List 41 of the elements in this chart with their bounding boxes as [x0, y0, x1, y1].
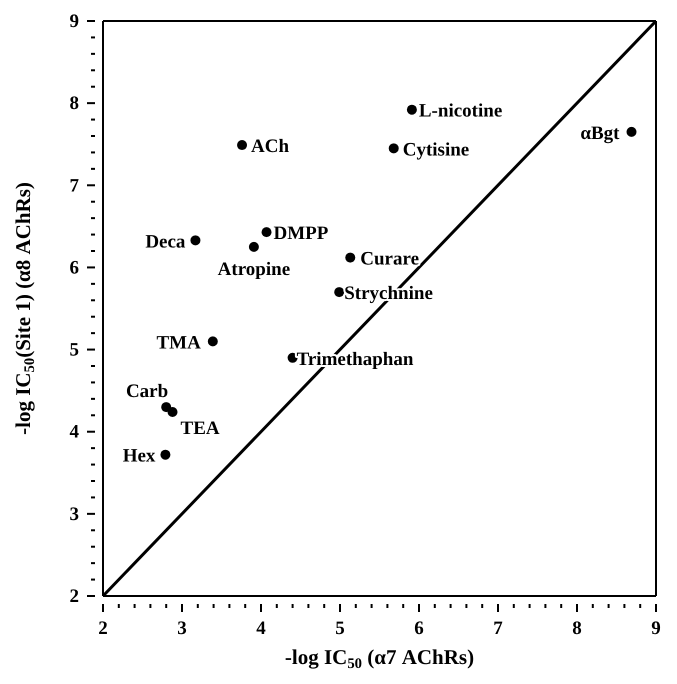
- x-tick-label: 8: [572, 618, 582, 639]
- point: [262, 227, 272, 238]
- annotation: TMA: [156, 332, 202, 354]
- x-axis-title: -log IC$_{50}$ (α7 AChRs): [284, 645, 474, 672]
- annotation: TEA: [180, 418, 220, 439]
- x-tick-label: 4: [256, 618, 266, 639]
- annotation: Atropine: [218, 258, 290, 280]
- y-tick-label: 7: [70, 175, 80, 196]
- point: [248, 242, 259, 252]
- y-tick-label: 9: [70, 11, 79, 32]
- annotation: αBgt: [580, 122, 620, 144]
- point: [168, 407, 178, 417]
- point: [406, 104, 417, 115]
- x-tick-label: 7: [493, 618, 504, 639]
- point: [190, 235, 200, 246]
- y-tick-label: 3: [70, 504, 79, 525]
- point: [388, 143, 399, 154]
- annotation: Hex: [122, 446, 156, 467]
- x-tick-label: 5: [335, 618, 345, 639]
- annotation: Carb: [126, 381, 168, 402]
- point: [334, 287, 344, 298]
- point: [626, 126, 637, 137]
- x-tick-label: 3: [177, 618, 187, 639]
- y-tick-label: 2: [70, 586, 79, 607]
- point: [208, 336, 218, 346]
- annotation: ACh: [251, 136, 290, 158]
- point: [345, 252, 356, 263]
- annotation: Cytisine: [402, 139, 470, 160]
- x-tick-label: 9: [651, 618, 661, 639]
- point: [160, 450, 170, 460]
- annotation: Deca: [145, 231, 186, 252]
- y-tick-label: 5: [70, 340, 79, 361]
- y-tick-label: 8: [70, 93, 79, 114]
- x-tick-label: 6: [414, 618, 424, 639]
- x-tick-label: 2: [98, 618, 108, 639]
- annotation: Curare: [360, 248, 420, 270]
- annotation: L-nicotine: [418, 100, 502, 122]
- y-tick-label: 4: [70, 422, 80, 443]
- annotation: DMPP: [274, 223, 329, 244]
- point: [237, 140, 248, 150]
- y-tick-label: 6: [70, 257, 79, 278]
